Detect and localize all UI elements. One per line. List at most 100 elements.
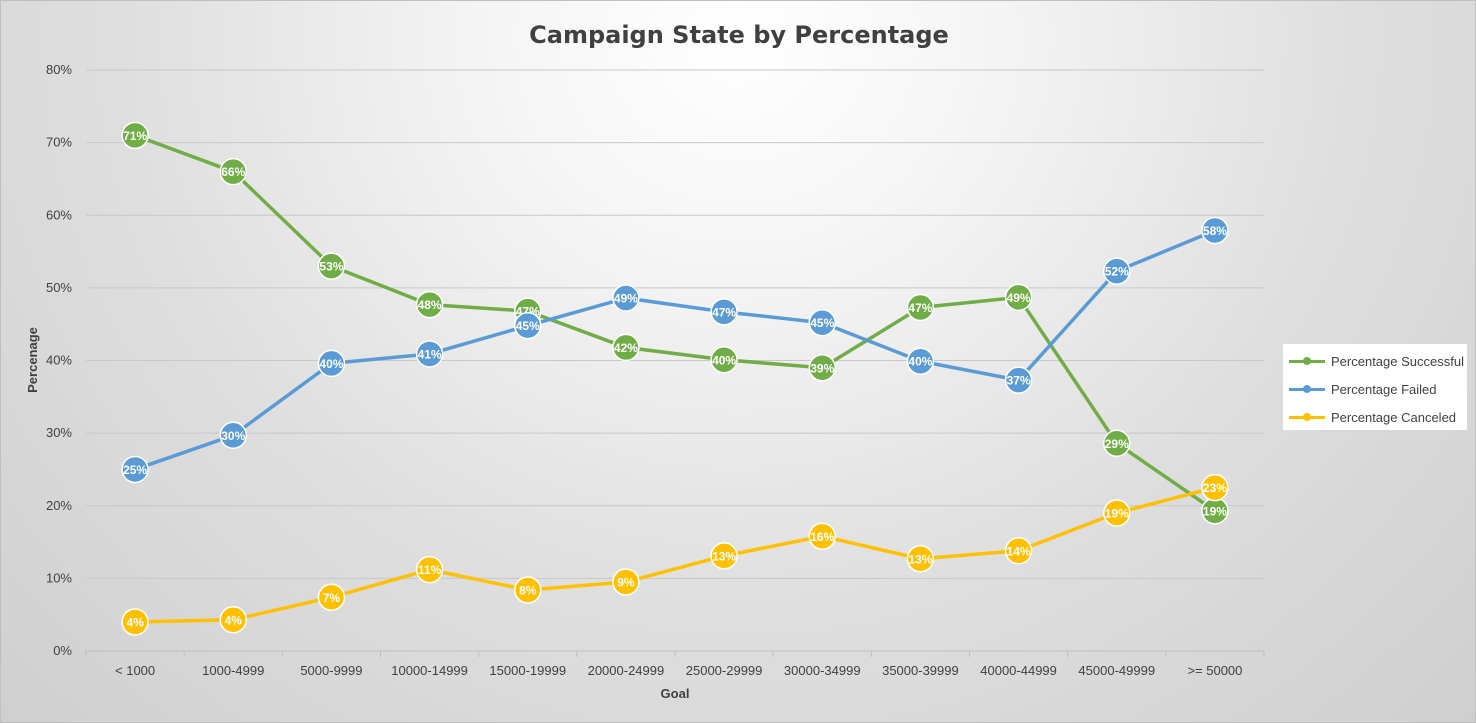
- data-point: [710, 298, 738, 326]
- data-label: 52%: [1105, 265, 1129, 279]
- y-tick-label: 10%: [46, 570, 72, 585]
- data-label: 45%: [810, 316, 834, 330]
- series-line: [135, 485, 1216, 624]
- series-1-markers: 71% 66% 53% 48% 47% 42% 40% 39% 47% 49% 29% 19%: [121, 121, 1229, 525]
- legend-item-successful: Percentage Successful: [1289, 347, 1467, 375]
- data-point: [808, 522, 836, 551]
- data-point: [415, 555, 444, 584]
- data-point: [219, 606, 247, 634]
- chart-title: Campaign State by Percentage: [529, 21, 949, 49]
- data-label: 37%: [1007, 374, 1031, 388]
- data-label: 16%: [810, 530, 834, 544]
- data-point: [121, 455, 149, 484]
- data-label: 30%: [221, 429, 245, 443]
- x-tick-label: 20000-24999: [588, 663, 665, 678]
- data-label: 66%: [221, 165, 245, 179]
- data-label: 42%: [614, 341, 638, 355]
- y-tick-label: 40%: [46, 353, 72, 368]
- x-tick-label: 35000-39999: [882, 663, 959, 678]
- data-label: 9%: [617, 576, 635, 590]
- data-label: 25%: [123, 463, 147, 477]
- data-label: 49%: [1007, 291, 1031, 305]
- y-tick-label: 60%: [46, 207, 72, 222]
- data-label: 47%: [908, 301, 932, 315]
- data-point: [219, 157, 247, 186]
- data-label: 29%: [1105, 437, 1129, 451]
- data-label: 47%: [712, 305, 736, 319]
- data-label: 39%: [810, 361, 834, 375]
- data-point: [906, 545, 935, 573]
- data-label: 19%: [1203, 504, 1227, 518]
- data-label: 45%: [516, 319, 540, 333]
- series-2: [134, 228, 1216, 472]
- x-tick-label: 45000-49999: [1078, 663, 1155, 678]
- data-label: 14%: [1007, 544, 1031, 558]
- data-point: [121, 121, 149, 150]
- data-label: 8%: [519, 583, 537, 597]
- y-axis-ticks: 0% 10% 20% 30% 40% 50% 60% 70% 80%: [46, 62, 72, 658]
- y-tick-label: 70%: [46, 135, 72, 150]
- series-line: [134, 228, 1216, 472]
- legend-label-canceled: Percentage Canceled: [1331, 409, 1457, 425]
- legend-label-successful: Percentage Successful: [1331, 353, 1464, 369]
- y-tick-label: 30%: [46, 425, 72, 440]
- data-point: [514, 311, 542, 340]
- data-label: 4%: [225, 613, 243, 627]
- data-point: [710, 346, 738, 374]
- legend-item-failed: Percentage Failed: [1289, 375, 1467, 403]
- series-layer: 71% 66% 53% 48% 47% 42% 40% 39% 47% 49% 29% 19% 25% 3…: [121, 121, 1229, 636]
- data-point: [1103, 429, 1131, 458]
- data-point: [808, 354, 836, 382]
- legend-item-canceled: Percentage Canceled: [1289, 403, 1467, 431]
- data-label: 7%: [323, 591, 341, 605]
- data-point: [415, 340, 444, 368]
- x-tick-label: < 1000: [115, 663, 155, 678]
- x-tick-label: 1000-4999: [202, 663, 264, 678]
- data-label: 41%: [418, 347, 442, 361]
- data-label: 40%: [908, 355, 932, 369]
- data-point: [317, 252, 346, 280]
- y-tick-label: 80%: [46, 62, 72, 77]
- x-axis-title: Goal: [661, 686, 690, 701]
- data-label: 53%: [319, 260, 343, 274]
- data-label: 13%: [908, 552, 932, 566]
- series-2-markers: 25% 30% 40% 41% 45% 49% 47% 45% 40% 37% 52% 58%: [121, 216, 1229, 484]
- data-point: [906, 347, 935, 375]
- data-point: [219, 421, 247, 450]
- legend-label-failed: Percentage Failed: [1331, 381, 1437, 397]
- series-line: [134, 133, 1216, 513]
- data-point: [710, 542, 738, 570]
- data-point: [317, 349, 346, 378]
- data-point: [612, 284, 640, 312]
- data-point: [415, 290, 444, 319]
- data-label: 71%: [123, 129, 147, 143]
- y-tick-label: 0%: [53, 643, 72, 658]
- data-label: 48%: [418, 298, 442, 312]
- data-label: 49%: [614, 292, 638, 306]
- x-axis-ticks: < 1000 1000-4999 5000-9999 10000-14999 15000…: [85, 651, 1265, 678]
- data-label: 40%: [319, 357, 343, 371]
- x-tick-label: >= 50000: [1187, 663, 1242, 678]
- x-tick-label: 15000-19999: [489, 663, 566, 678]
- data-label: 19%: [1105, 507, 1129, 521]
- data-point: [1004, 366, 1033, 394]
- data-point: [1201, 473, 1229, 502]
- legend-swatch-successful: [1289, 355, 1325, 367]
- data-label: 13%: [712, 549, 736, 563]
- data-point: [1004, 537, 1033, 565]
- data-point: [612, 568, 640, 596]
- data-point: [317, 583, 346, 612]
- data-point: [612, 333, 640, 362]
- data-point: [1103, 257, 1131, 285]
- data-point: [1201, 216, 1229, 245]
- y-tick-label: 50%: [46, 280, 72, 295]
- legend-swatch-canceled: [1289, 411, 1325, 423]
- x-tick-label: 25000-29999: [686, 663, 763, 678]
- x-tick-label: 5000-9999: [300, 663, 362, 678]
- data-point: [906, 293, 935, 322]
- y-tick-label: 20%: [46, 498, 72, 513]
- x-tick-label: 10000-14999: [391, 663, 468, 678]
- series-3: [135, 485, 1216, 624]
